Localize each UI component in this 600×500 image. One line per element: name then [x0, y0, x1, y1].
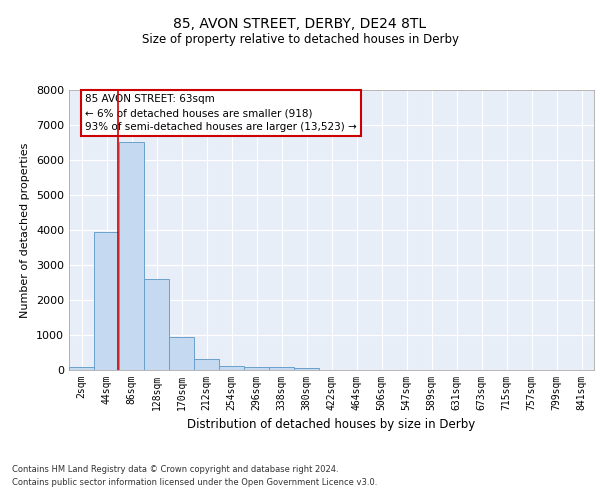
Bar: [69, 367, 94, 370]
Y-axis label: Number of detached properties: Number of detached properties: [20, 142, 31, 318]
Text: Contains public sector information licensed under the Open Government Licence v3: Contains public sector information licen…: [12, 478, 377, 487]
X-axis label: Distribution of detached houses by size in Derby: Distribution of detached houses by size …: [187, 418, 476, 432]
Bar: [244, 366, 269, 370]
Bar: [119, 142, 144, 370]
Text: 85 AVON STREET: 63sqm
← 6% of detached houses are smaller (918)
93% of semi-deta: 85 AVON STREET: 63sqm ← 6% of detached h…: [85, 94, 356, 132]
Bar: [169, 337, 194, 370]
Bar: [219, 366, 244, 370]
Bar: [194, 359, 219, 370]
Bar: [144, 279, 169, 370]
Text: Contains HM Land Registry data © Crown copyright and database right 2024.: Contains HM Land Registry data © Crown c…: [12, 466, 338, 474]
Text: 85, AVON STREET, DERBY, DE24 8TL: 85, AVON STREET, DERBY, DE24 8TL: [173, 18, 427, 32]
Bar: [294, 368, 319, 370]
Bar: [269, 367, 294, 370]
Text: Size of property relative to detached houses in Derby: Size of property relative to detached ho…: [142, 32, 458, 46]
Bar: [94, 232, 119, 370]
